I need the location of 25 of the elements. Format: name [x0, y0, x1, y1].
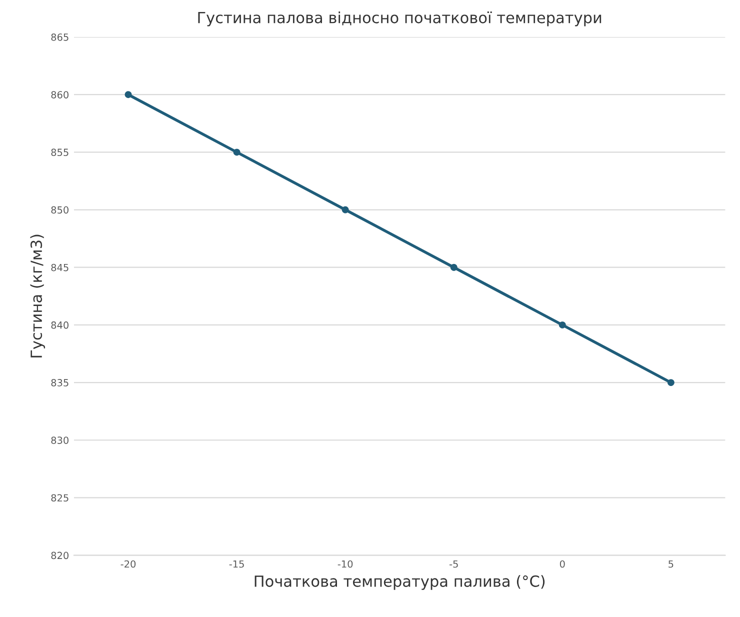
- x-tick-label: -20: [120, 560, 136, 568]
- x-tick-label: -10: [338, 560, 353, 568]
- chart-title: Густина палова відносно початкової температури: [198, 12, 602, 26]
- y-tick-label: 855: [51, 148, 68, 156]
- x-tick-label: 5: [668, 560, 674, 568]
- point: [558, 321, 566, 328]
- point: [342, 206, 349, 214]
- y-tick-label: 820: [51, 552, 68, 560]
- y-tick-label: 850: [51, 206, 68, 214]
- point: [124, 91, 132, 98]
- x-tick-label: 0: [560, 560, 565, 568]
- point: [667, 379, 674, 386]
- y-axis-title: Густина (кг/м3): [30, 234, 46, 358]
- point: [450, 264, 458, 271]
- point: [233, 148, 240, 156]
- y-tick-label: 835: [51, 379, 68, 386]
- y-tick-label: 860: [51, 91, 68, 98]
- x-tick-label: -5: [449, 560, 458, 568]
- y-tick-label: 825: [51, 494, 68, 502]
- y-tick-label: 865: [51, 34, 68, 41]
- x-axis-title: Початкова температура палива (°C): [254, 575, 545, 590]
- x-tick-label: -15: [229, 560, 244, 568]
- y-tick-label: 840: [51, 321, 68, 329]
- y-tick-label: 845: [51, 264, 68, 272]
- y-tick-label: 830: [51, 436, 68, 444]
